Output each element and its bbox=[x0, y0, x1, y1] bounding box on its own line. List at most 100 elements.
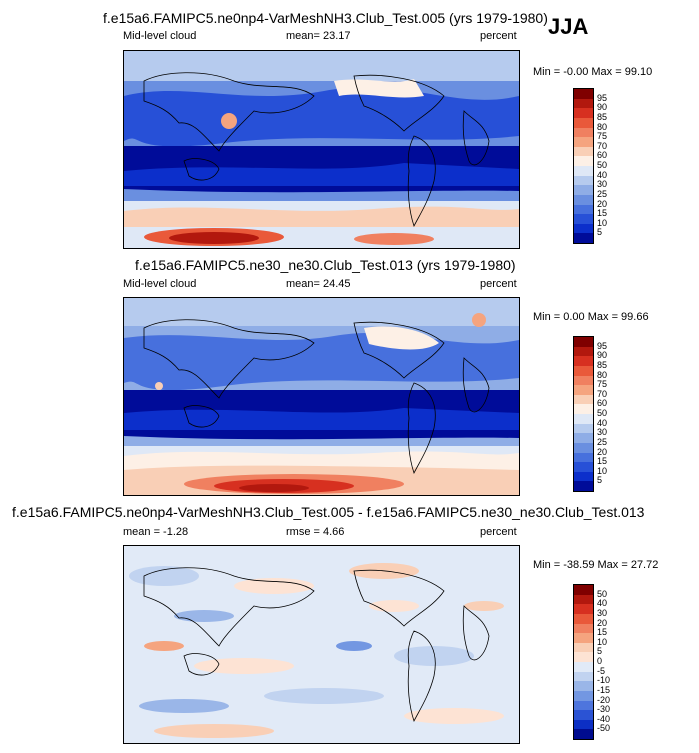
cbar1-label: 70 bbox=[597, 140, 608, 151]
panel1-colorbar bbox=[573, 88, 594, 244]
cbar3-seg-9 bbox=[574, 671, 593, 682]
cbar3-label: -30 bbox=[597, 704, 611, 715]
cbar2-seg-7 bbox=[574, 404, 593, 414]
cbar1-seg-0 bbox=[574, 89, 593, 99]
cbar3-label: -5 bbox=[597, 665, 606, 676]
cbar1-label: 25 bbox=[597, 188, 608, 199]
cbar3-seg-8 bbox=[574, 662, 593, 672]
cbar1-label: 80 bbox=[597, 121, 608, 132]
cbar3-label: 15 bbox=[597, 627, 608, 638]
panel2-units: percent bbox=[480, 278, 517, 290]
cbar1-label: 30 bbox=[597, 179, 608, 190]
cbar1-seg-11 bbox=[574, 194, 593, 205]
cbar3-seg-15 bbox=[574, 729, 593, 739]
cbar3-seg-3 bbox=[574, 613, 593, 624]
cbar3-seg-11 bbox=[574, 690, 593, 701]
cbar1-seg-10 bbox=[574, 185, 593, 195]
cbar2-seg-10 bbox=[574, 433, 593, 443]
cbar2-seg-0 bbox=[574, 337, 593, 347]
cbar2-label: 85 bbox=[597, 359, 608, 370]
cbar2-seg-3 bbox=[574, 365, 593, 376]
cbar3-label: 0 bbox=[597, 656, 603, 666]
cbar3-label: -15 bbox=[597, 684, 611, 695]
cbar2-label: 20 bbox=[597, 446, 608, 457]
cbar3-seg-14 bbox=[574, 719, 593, 730]
cbar2-label: 80 bbox=[597, 369, 608, 380]
cbar1-seg-7 bbox=[574, 156, 593, 166]
cbar2-label: 70 bbox=[597, 388, 608, 399]
cbar3-label: 20 bbox=[597, 617, 608, 628]
panel3-mean: mean = -1.28 bbox=[123, 526, 189, 538]
cbar2-seg-9 bbox=[574, 423, 593, 434]
cbar2-label: 60 bbox=[597, 398, 608, 409]
cbar2-seg-8 bbox=[574, 414, 593, 424]
panel1-title: f.e15a6.FAMIPC5.ne0np4-VarMeshNH3.Club_T… bbox=[103, 10, 548, 26]
panel2-map-svg bbox=[124, 298, 519, 495]
cbar1-label: 85 bbox=[597, 111, 608, 122]
cbar3-seg-12 bbox=[574, 700, 593, 711]
panel3-title: f.e15a6.FAMIPC5.ne0np4-VarMeshNH3.Club_T… bbox=[12, 504, 645, 520]
cbar1-label: 5 bbox=[597, 227, 603, 238]
cbar3-label: -40 bbox=[597, 713, 611, 724]
cbar2-label: 75 bbox=[597, 379, 608, 390]
cbar3-label: 5 bbox=[597, 646, 603, 657]
cbar3-seg-2 bbox=[574, 604, 593, 614]
cbar2-seg-1 bbox=[574, 346, 593, 357]
cbar1-seg-14 bbox=[574, 223, 593, 234]
cbar2-label: 50 bbox=[597, 408, 608, 418]
panel2-minmax: Min = 0.00 Max = 99.66 bbox=[533, 311, 649, 323]
panel1-map bbox=[123, 50, 520, 249]
cbar2-label: 5 bbox=[597, 475, 603, 486]
panel2-map bbox=[123, 297, 520, 496]
cbar1-seg-5 bbox=[574, 137, 593, 147]
panel2-variable-label: Mid-level cloud bbox=[123, 278, 197, 290]
cbar2-seg-2 bbox=[574, 356, 593, 366]
cbar1-label: 95 bbox=[597, 92, 608, 103]
cbar2-label: 40 bbox=[597, 417, 608, 428]
cbar1-seg-8 bbox=[574, 166, 593, 176]
cbar1-seg-13 bbox=[574, 214, 593, 224]
panel2-colorbar bbox=[573, 336, 594, 492]
cbar2-label: 95 bbox=[597, 340, 608, 351]
cbar1-seg-4 bbox=[574, 127, 593, 138]
cbar2-seg-4 bbox=[574, 375, 593, 386]
cbar2-seg-14 bbox=[574, 471, 593, 482]
cbar3-seg-10 bbox=[574, 681, 593, 691]
cbar3-label: 50 bbox=[597, 588, 608, 599]
panel3-rmse: rmse = 4.66 bbox=[286, 526, 345, 538]
cbar1-seg-9 bbox=[574, 175, 593, 186]
cbar1-seg-12 bbox=[574, 204, 593, 215]
cbar2-label: 10 bbox=[597, 465, 608, 476]
cbar3-seg-4 bbox=[574, 623, 593, 634]
cbar1-label: 10 bbox=[597, 217, 608, 228]
season-label: JJA bbox=[548, 14, 589, 39]
cbar1-seg-6 bbox=[574, 146, 593, 157]
cbar3-seg-0 bbox=[574, 585, 593, 595]
cbar2-seg-11 bbox=[574, 442, 593, 453]
cbar2-label: 15 bbox=[597, 456, 608, 467]
panel3-minmax: Min = -38.59 Max = 27.72 bbox=[533, 559, 659, 571]
cbar3-label: -20 bbox=[597, 694, 611, 705]
cbar3-label: 10 bbox=[597, 636, 608, 647]
cbar3-seg-7 bbox=[574, 652, 593, 662]
panel1-minmax: Min = -0.00 Max = 99.10 bbox=[533, 66, 653, 78]
cbar3-label: 40 bbox=[597, 598, 608, 609]
cbar2-label: 30 bbox=[597, 427, 608, 438]
cbar1-seg-3 bbox=[574, 117, 593, 128]
cbar3-seg-5 bbox=[574, 633, 593, 643]
cbar1-label: 75 bbox=[597, 131, 608, 142]
panel2-mean: mean= 24.45 bbox=[286, 278, 351, 290]
cbar1-label: 50 bbox=[597, 160, 608, 170]
cbar1-label: 15 bbox=[597, 208, 608, 219]
panel2-title: f.e15a6.FAMIPC5.ne30_ne30.Club_Test.013 … bbox=[135, 257, 516, 273]
cbar1-label: 60 bbox=[597, 150, 608, 161]
cbar2-label: 90 bbox=[597, 350, 608, 361]
cbar3-label: -10 bbox=[597, 675, 611, 686]
cbar1-label: 20 bbox=[597, 198, 608, 209]
panel1-map-svg bbox=[124, 51, 519, 248]
cbar2-label: 25 bbox=[597, 436, 608, 447]
cbar3-seg-13 bbox=[574, 710, 593, 720]
cbar2-seg-5 bbox=[574, 385, 593, 395]
cbar1-seg-15 bbox=[574, 233, 593, 243]
panel1-mean: mean= 23.17 bbox=[286, 30, 351, 42]
